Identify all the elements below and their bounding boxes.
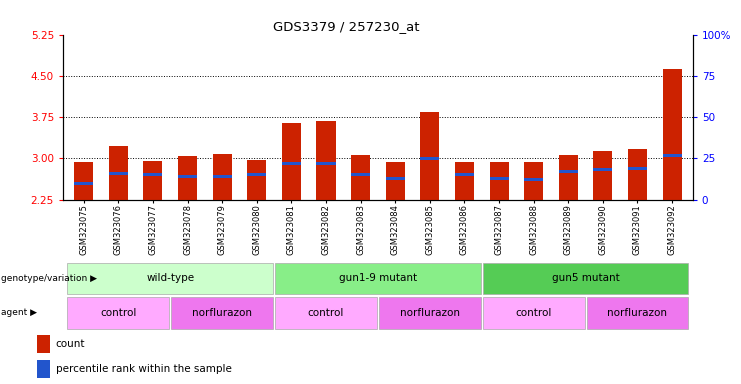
Bar	[247, 174, 266, 176]
Bar	[524, 162, 543, 200]
Bar	[559, 154, 578, 200]
Bar	[662, 154, 682, 157]
Bar	[628, 149, 647, 200]
Text: gun1-9 mutant: gun1-9 mutant	[339, 273, 417, 283]
Bar	[67, 263, 273, 294]
Bar	[247, 159, 266, 200]
Text: agent ▶: agent ▶	[1, 308, 37, 318]
Bar	[490, 162, 508, 200]
Bar	[178, 175, 197, 178]
Bar	[559, 170, 578, 173]
Bar	[594, 169, 612, 172]
Bar	[37, 335, 50, 353]
Bar	[37, 360, 50, 378]
Bar	[275, 297, 377, 328]
Bar	[282, 162, 301, 165]
Text: gun5 mutant: gun5 mutant	[552, 273, 619, 283]
Text: count: count	[56, 339, 85, 349]
Bar	[483, 263, 688, 294]
Bar	[144, 161, 162, 200]
Bar	[662, 69, 682, 200]
Title: GDS3379 / 257230_at: GDS3379 / 257230_at	[273, 20, 419, 33]
Text: norflurazon: norflurazon	[192, 308, 252, 318]
Bar	[275, 263, 481, 294]
Bar	[490, 177, 508, 180]
Bar	[594, 151, 612, 200]
Bar	[213, 154, 232, 200]
Text: wild-type: wild-type	[146, 273, 194, 283]
Bar	[455, 174, 474, 176]
Text: norflurazon: norflurazon	[400, 308, 460, 318]
Bar	[524, 178, 543, 181]
Bar	[483, 297, 585, 328]
Bar	[351, 154, 370, 200]
Bar	[587, 297, 688, 328]
Bar	[386, 177, 405, 180]
Bar	[74, 182, 93, 185]
Text: norflurazon: norflurazon	[608, 308, 668, 318]
Bar	[351, 174, 370, 176]
Text: genotype/variation ▶: genotype/variation ▶	[1, 274, 97, 283]
Bar	[178, 156, 197, 200]
Text: control: control	[100, 308, 136, 318]
Bar	[144, 174, 162, 176]
Text: percentile rank within the sample: percentile rank within the sample	[56, 364, 231, 374]
Bar	[316, 121, 336, 200]
Text: control: control	[308, 308, 344, 318]
Bar	[109, 146, 128, 200]
Bar	[282, 122, 301, 200]
Bar	[171, 297, 273, 328]
Bar	[109, 172, 128, 175]
Bar	[74, 162, 93, 200]
Bar	[420, 112, 439, 200]
Bar	[628, 167, 647, 170]
Bar	[67, 297, 169, 328]
Bar	[316, 162, 336, 165]
Bar	[213, 175, 232, 178]
Bar	[420, 157, 439, 160]
Bar	[455, 162, 474, 200]
Bar	[379, 297, 481, 328]
Bar	[386, 162, 405, 200]
Text: control: control	[516, 308, 552, 318]
